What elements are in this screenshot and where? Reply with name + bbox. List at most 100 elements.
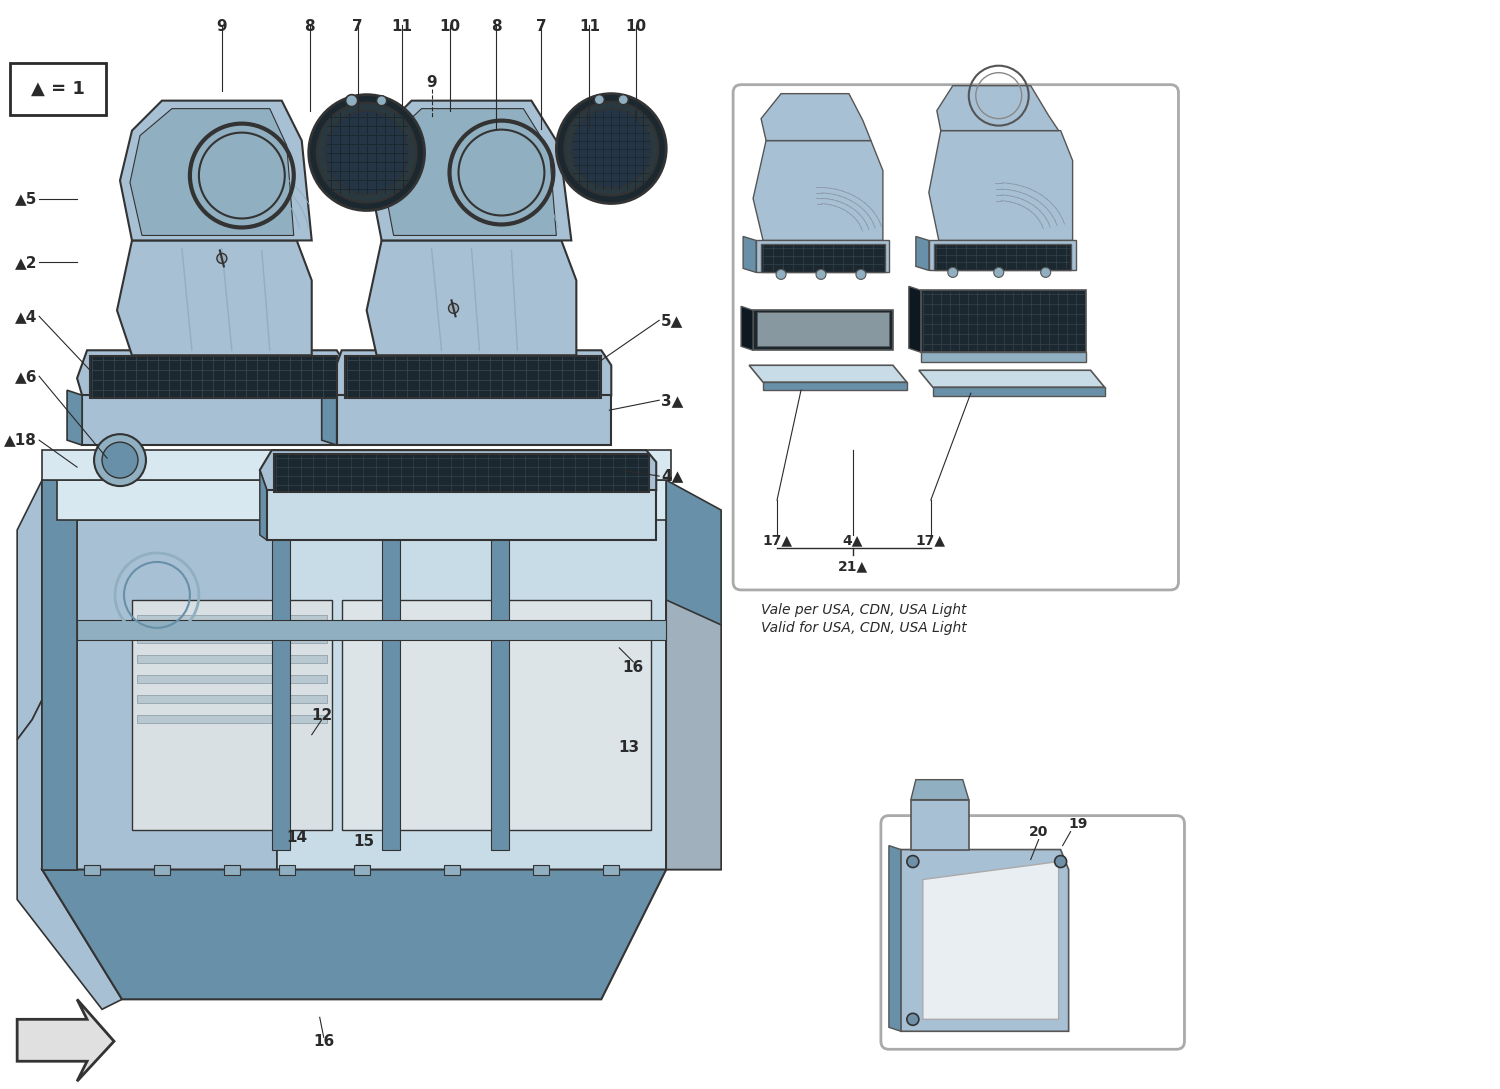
Polygon shape	[272, 488, 290, 849]
Polygon shape	[345, 356, 602, 399]
Polygon shape	[279, 865, 296, 874]
Circle shape	[345, 95, 357, 107]
Polygon shape	[321, 390, 336, 445]
Text: 20: 20	[1029, 824, 1048, 839]
Polygon shape	[90, 356, 336, 399]
Circle shape	[594, 95, 604, 105]
Text: Vale per USA, CDN, USA Light: Vale per USA, CDN, USA Light	[760, 603, 966, 616]
Polygon shape	[758, 313, 890, 346]
Polygon shape	[916, 236, 928, 270]
Circle shape	[948, 268, 958, 278]
Text: 17▲: 17▲	[762, 533, 792, 547]
Circle shape	[102, 442, 138, 478]
Polygon shape	[910, 780, 969, 799]
Polygon shape	[928, 131, 1072, 241]
Text: 14: 14	[286, 830, 308, 845]
Polygon shape	[130, 109, 294, 235]
Polygon shape	[934, 244, 1071, 270]
Polygon shape	[764, 382, 908, 390]
Circle shape	[556, 94, 666, 204]
Polygon shape	[909, 286, 921, 352]
Text: 3▲: 3▲	[662, 393, 684, 407]
Polygon shape	[760, 244, 885, 272]
Polygon shape	[136, 654, 327, 663]
Text: 4▲: 4▲	[843, 533, 862, 547]
Text: 10: 10	[626, 19, 646, 34]
Polygon shape	[920, 370, 1104, 388]
Circle shape	[94, 435, 146, 486]
Polygon shape	[760, 94, 871, 140]
Polygon shape	[753, 140, 884, 241]
Polygon shape	[921, 291, 1086, 352]
Text: 8: 8	[490, 19, 502, 34]
Text: 16: 16	[314, 1033, 334, 1049]
Polygon shape	[890, 845, 902, 1031]
Circle shape	[1054, 856, 1066, 868]
Polygon shape	[76, 490, 272, 521]
Text: ▲4: ▲4	[15, 309, 38, 323]
Circle shape	[316, 102, 417, 203]
Polygon shape	[42, 480, 76, 869]
Circle shape	[217, 254, 226, 264]
Text: 21▲: 21▲	[839, 559, 868, 573]
Circle shape	[908, 1014, 920, 1026]
Polygon shape	[224, 865, 240, 874]
Text: 9: 9	[426, 75, 436, 90]
Circle shape	[908, 856, 920, 868]
Polygon shape	[42, 480, 278, 869]
Text: ▲6: ▲6	[15, 369, 38, 383]
Circle shape	[1041, 268, 1050, 278]
Polygon shape	[16, 700, 122, 1010]
Polygon shape	[369, 100, 572, 241]
Text: 7: 7	[352, 19, 363, 34]
Polygon shape	[938, 86, 1059, 131]
Polygon shape	[136, 615, 327, 623]
Polygon shape	[136, 714, 327, 723]
Polygon shape	[154, 865, 170, 874]
Text: 11: 11	[579, 19, 600, 34]
Polygon shape	[120, 100, 312, 241]
Polygon shape	[748, 365, 908, 382]
Text: 17▲: 17▲	[916, 533, 946, 547]
Polygon shape	[756, 241, 890, 272]
Polygon shape	[274, 454, 650, 492]
Polygon shape	[42, 480, 76, 869]
Circle shape	[309, 95, 424, 210]
Circle shape	[618, 95, 628, 105]
Polygon shape	[136, 635, 327, 643]
Text: 19: 19	[1070, 817, 1089, 831]
Polygon shape	[753, 310, 892, 351]
Text: 13: 13	[618, 741, 640, 755]
FancyBboxPatch shape	[880, 816, 1185, 1050]
Polygon shape	[742, 236, 756, 272]
Polygon shape	[603, 865, 619, 874]
Circle shape	[564, 101, 658, 196]
Polygon shape	[902, 849, 1068, 1031]
Polygon shape	[921, 352, 1086, 363]
Polygon shape	[84, 865, 100, 874]
Polygon shape	[922, 861, 1059, 1019]
Polygon shape	[666, 480, 722, 869]
Polygon shape	[132, 600, 332, 830]
Circle shape	[376, 96, 387, 106]
Circle shape	[572, 109, 651, 188]
Text: ▲18: ▲18	[4, 432, 38, 448]
Text: 12: 12	[310, 708, 333, 723]
FancyBboxPatch shape	[10, 63, 106, 114]
Polygon shape	[42, 450, 670, 480]
Circle shape	[448, 304, 459, 314]
Text: Valid for USA, CDN, USA Light: Valid for USA, CDN, USA Light	[760, 621, 968, 635]
Polygon shape	[332, 351, 612, 395]
Polygon shape	[16, 1000, 114, 1081]
Polygon shape	[381, 488, 399, 849]
Polygon shape	[16, 480, 42, 739]
Polygon shape	[42, 455, 670, 480]
Text: 10: 10	[440, 19, 460, 34]
Polygon shape	[933, 388, 1104, 396]
Text: 15: 15	[352, 834, 374, 849]
Circle shape	[993, 268, 1004, 278]
Circle shape	[324, 111, 408, 195]
Polygon shape	[76, 620, 666, 640]
Circle shape	[816, 269, 827, 280]
Polygon shape	[910, 799, 969, 849]
